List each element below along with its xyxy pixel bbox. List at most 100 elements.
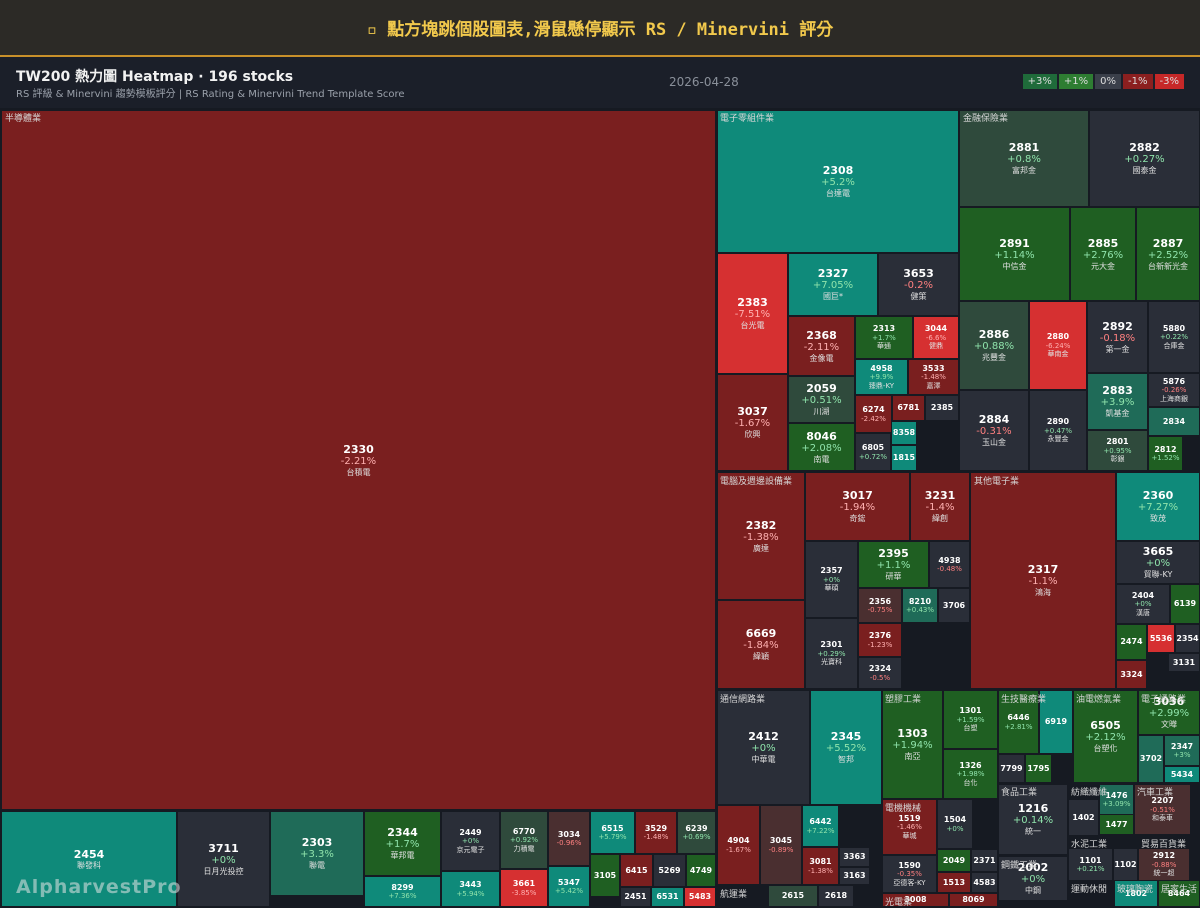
- heatmap-cell[interactable]: 5483: [684, 887, 716, 907]
- heatmap-cell[interactable]: 3163: [839, 867, 870, 885]
- heatmap-cell[interactable]: 2368 -2.11% 金像電: [788, 316, 855, 376]
- heatmap-cell[interactable]: 3324: [1116, 660, 1147, 689]
- heatmap-cell[interactable]: 6505 +2.12% 台塑化: [1073, 690, 1138, 783]
- heatmap-cell[interactable]: 2002 +0% 中鋼: [998, 856, 1068, 901]
- heatmap-cell[interactable]: 6139: [1170, 584, 1200, 624]
- heatmap-cell[interactable]: 2883 +3.9% 凱基金: [1087, 373, 1148, 430]
- heatmap-cell[interactable]: 5434: [1164, 766, 1200, 783]
- heatmap-cell[interactable]: 2308 +5.2% 台達電: [717, 110, 959, 253]
- heatmap-cell[interactable]: 2881 +0.8% 富邦金: [959, 110, 1089, 207]
- heatmap-cell[interactable]: 3034 -0.96%: [548, 811, 590, 866]
- heatmap-cell[interactable]: 1513: [937, 872, 971, 893]
- heatmap-cell[interactable]: 2886 +0.88% 兆豐金: [959, 301, 1029, 390]
- heatmap-cell[interactable]: 4583: [971, 872, 998, 893]
- heatmap-cell[interactable]: 5536: [1147, 624, 1175, 653]
- heatmap-cell[interactable]: 3037 -1.67% 欣興: [717, 374, 788, 471]
- heatmap-cell[interactable]: 2454 聯發科: [1, 811, 177, 907]
- heatmap-cell[interactable]: 8210 +0.43%: [902, 588, 938, 623]
- heatmap-cell[interactable]: 2313 +1.7% 華通: [855, 316, 913, 359]
- heatmap-cell[interactable]: 2449 +0% 京元電子: [441, 811, 500, 871]
- heatmap-cell[interactable]: 2812 +1.52%: [1148, 436, 1183, 471]
- heatmap-cell[interactable]: 5269: [653, 854, 686, 887]
- heatmap-cell[interactable]: 4749: [686, 854, 716, 887]
- heatmap-cell[interactable]: 8464: [1158, 880, 1200, 907]
- heatmap-cell[interactable]: 2330 -2.21% 台積電: [1, 110, 716, 810]
- heatmap-cell[interactable]: 6531: [651, 887, 684, 907]
- heatmap-cell[interactable]: 3363: [839, 847, 870, 867]
- heatmap-cell[interactable]: 5347 +5.42%: [548, 866, 590, 907]
- heatmap-cell[interactable]: 6274 -2.42%: [855, 395, 892, 433]
- heatmap-cell[interactable]: 2347 +3%: [1164, 735, 1200, 766]
- heatmap-cell[interactable]: 1101 +0.21%: [1068, 848, 1113, 881]
- heatmap-cell[interactable]: 2385: [925, 395, 959, 421]
- heatmap-cell[interactable]: 8069: [949, 893, 998, 907]
- heatmap-cell[interactable]: 3711 +0% 日月光投控: [177, 811, 270, 907]
- heatmap-cell[interactable]: 6239 +0.69%: [677, 811, 716, 854]
- heatmap-cell[interactable]: 4904 -1.67%: [717, 805, 760, 885]
- heatmap-cell[interactable]: 2887 +2.52% 台新新光金: [1136, 207, 1200, 301]
- heatmap-cell[interactable]: 1402: [1068, 799, 1099, 836]
- heatmap-cell[interactable]: 2059 +0.51% 川湖: [788, 376, 855, 423]
- heatmap-cell[interactable]: 5876 -0.26% 上海商銀: [1148, 373, 1200, 407]
- heatmap-cell[interactable]: 3044 -6.6% 健鼎: [913, 316, 959, 359]
- heatmap-cell[interactable]: 1504 +0%: [937, 799, 973, 849]
- heatmap-cell[interactable]: 1815: [891, 445, 917, 471]
- heatmap-cell[interactable]: 7799: [998, 754, 1025, 783]
- heatmap-cell[interactable]: 4958 +9.9% 臻鼎-KY: [855, 359, 908, 395]
- heatmap-cell[interactable]: 2382 -1.38% 廣達: [717, 472, 805, 600]
- heatmap-cell[interactable]: 2885 +2.76% 元大金: [1070, 207, 1136, 301]
- heatmap-cell[interactable]: 8299 +7.36%: [364, 876, 441, 907]
- heatmap-cell[interactable]: 2890 +0.47% 永豐金: [1029, 390, 1087, 471]
- heatmap-cell[interactable]: 1476 +3.09%: [1099, 784, 1134, 815]
- heatmap-cell[interactable]: 2412 +0% 中華電: [717, 690, 810, 805]
- heatmap-cell[interactable]: 2383 -7.51% 台光電: [717, 253, 788, 374]
- heatmap-cell[interactable]: 6805 +0.72%: [855, 433, 891, 471]
- heatmap-cell[interactable]: 3533 -1.48% 嘉澤: [908, 359, 959, 395]
- heatmap-cell[interactable]: 2880 -6.24% 華南金: [1029, 301, 1087, 390]
- heatmap-cell[interactable]: 3036 +2.99% 文曄: [1138, 690, 1200, 735]
- heatmap-cell[interactable]: 3653 -0.2% 健策: [878, 253, 959, 316]
- heatmap-cell[interactable]: 6415: [620, 854, 653, 887]
- heatmap-cell[interactable]: 2618: [818, 885, 854, 907]
- heatmap-cell[interactable]: 3665 +0% 貿聯-KY: [1116, 541, 1200, 584]
- heatmap-cell[interactable]: 3231 -1.4% 緯創: [910, 472, 970, 541]
- heatmap-cell[interactable]: 2451: [620, 887, 651, 907]
- heatmap-cell[interactable]: 2801 +0.95% 彰銀: [1087, 430, 1148, 471]
- heatmap-cell[interactable]: 3131: [1168, 653, 1200, 672]
- heatmap-cell[interactable]: 2884 -0.31% 玉山金: [959, 390, 1029, 471]
- heatmap-cell[interactable]: 2049: [937, 849, 971, 872]
- heatmap-cell[interactable]: 3045 -0.89%: [760, 805, 802, 885]
- heatmap-cell[interactable]: 6442 +7.22%: [802, 805, 839, 847]
- heatmap-cell[interactable]: 2327 +7.05% 國巨*: [788, 253, 878, 316]
- heatmap-cell[interactable]: 3661 -3.85%: [500, 869, 548, 907]
- heatmap-cell[interactable]: 5880 +0.22% 合庫金: [1148, 301, 1200, 373]
- heatmap-cell[interactable]: 2912 -0.88% 統一超: [1138, 848, 1190, 881]
- heatmap-cell[interactable]: 2404 +0% 漢唐: [1116, 584, 1170, 624]
- heatmap-cell[interactable]: 1519 -1.46% 華城: [882, 799, 937, 855]
- heatmap-cell[interactable]: 1795: [1025, 754, 1052, 783]
- heatmap-cell[interactable]: 2892 -0.18% 第一金: [1087, 301, 1148, 373]
- heatmap-cell[interactable]: 2356 -0.75%: [858, 588, 902, 623]
- heatmap-cell[interactable]: 1477: [1099, 814, 1134, 835]
- heatmap-cell[interactable]: 2395 +1.1% 研華: [858, 541, 929, 588]
- heatmap-cell[interactable]: 1301 +1.59% 台塑: [943, 690, 998, 749]
- heatmap-cell[interactable]: 2882 +0.27% 國泰金: [1089, 110, 1200, 207]
- heatmap-cell[interactable]: 2357 +0% 華碩: [805, 541, 858, 618]
- heatmap-cell[interactable]: 2371: [971, 849, 998, 872]
- heatmap-cell[interactable]: 2376 -1.23%: [858, 623, 902, 657]
- heatmap-cell[interactable]: 2834: [1148, 407, 1200, 436]
- heatmap-cell[interactable]: 1303 +1.94% 南亞: [882, 690, 943, 799]
- heatmap-cell[interactable]: 1802: [1114, 880, 1158, 907]
- heatmap-cell[interactable]: 3105: [590, 854, 620, 897]
- heatmap-cell[interactable]: 1102: [1113, 848, 1138, 881]
- heatmap-cell[interactable]: 2303 +3.3% 聯電: [270, 811, 364, 896]
- heatmap-cell[interactable]: 1216 +0.14% 統一: [998, 784, 1068, 855]
- heatmap-cell[interactable]: 8046 +2.08% 南電: [788, 423, 855, 471]
- heatmap-cell[interactable]: 6781: [892, 395, 925, 421]
- heatmap-cell[interactable]: 6770 +0.92% 力積電: [500, 811, 548, 869]
- heatmap-cell[interactable]: 2345 +5.52% 智邦: [810, 690, 882, 805]
- heatmap-cell[interactable]: 6669 -1.84% 緯穎: [717, 600, 805, 689]
- heatmap-cell[interactable]: 2301 +0.29% 光寶科: [805, 618, 858, 689]
- heatmap-cell[interactable]: 3008: [882, 893, 949, 907]
- heatmap-cell[interactable]: 3443 +5.94%: [441, 871, 500, 907]
